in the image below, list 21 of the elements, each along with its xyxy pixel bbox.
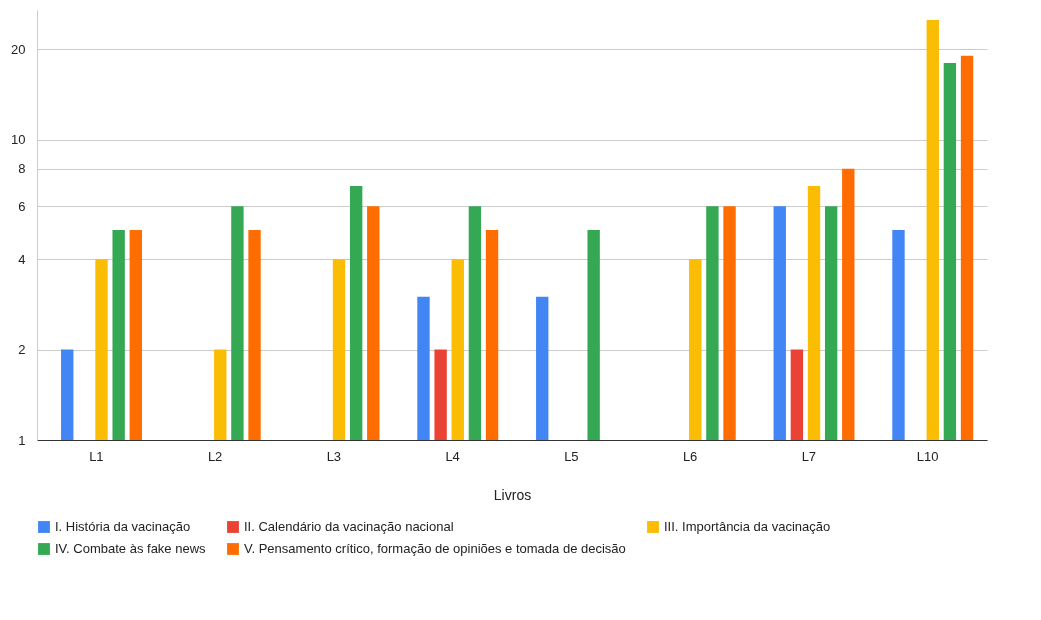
y-tick-label: 20 [11,41,26,57]
legend-label: IV. Combate às fake news [55,541,207,556]
x-axis-title: Livros [493,486,532,503]
y-tick-label: 6 [18,198,26,214]
x-tick-label: L3 [326,448,342,464]
x-tick-label: L4 [445,448,460,464]
x-tick-label: L1 [89,448,104,464]
legend-label: V. Pensamento crítico, formação de opiniões e tomada de decisão [244,541,626,556]
x-tick-label: L6 [682,448,698,464]
x-tick-label: L2 [207,448,223,464]
y-tick-label: 8 [18,161,26,177]
y-tick-label: 2 [18,342,26,358]
x-tick-label: L10 [916,448,939,464]
y-tick-label: 1 [18,432,26,448]
legend-label: I. História da vacinação [55,519,191,534]
legend-label: III. Importância da vacinação [664,519,831,534]
x-tick-label: L5 [564,448,579,464]
y-tick-label: 4 [18,251,26,267]
x-tick-label: L7 [801,448,817,464]
legend-label: II. Calendário da vacinação nacional [244,519,454,534]
y-tick-label: 10 [11,132,26,148]
